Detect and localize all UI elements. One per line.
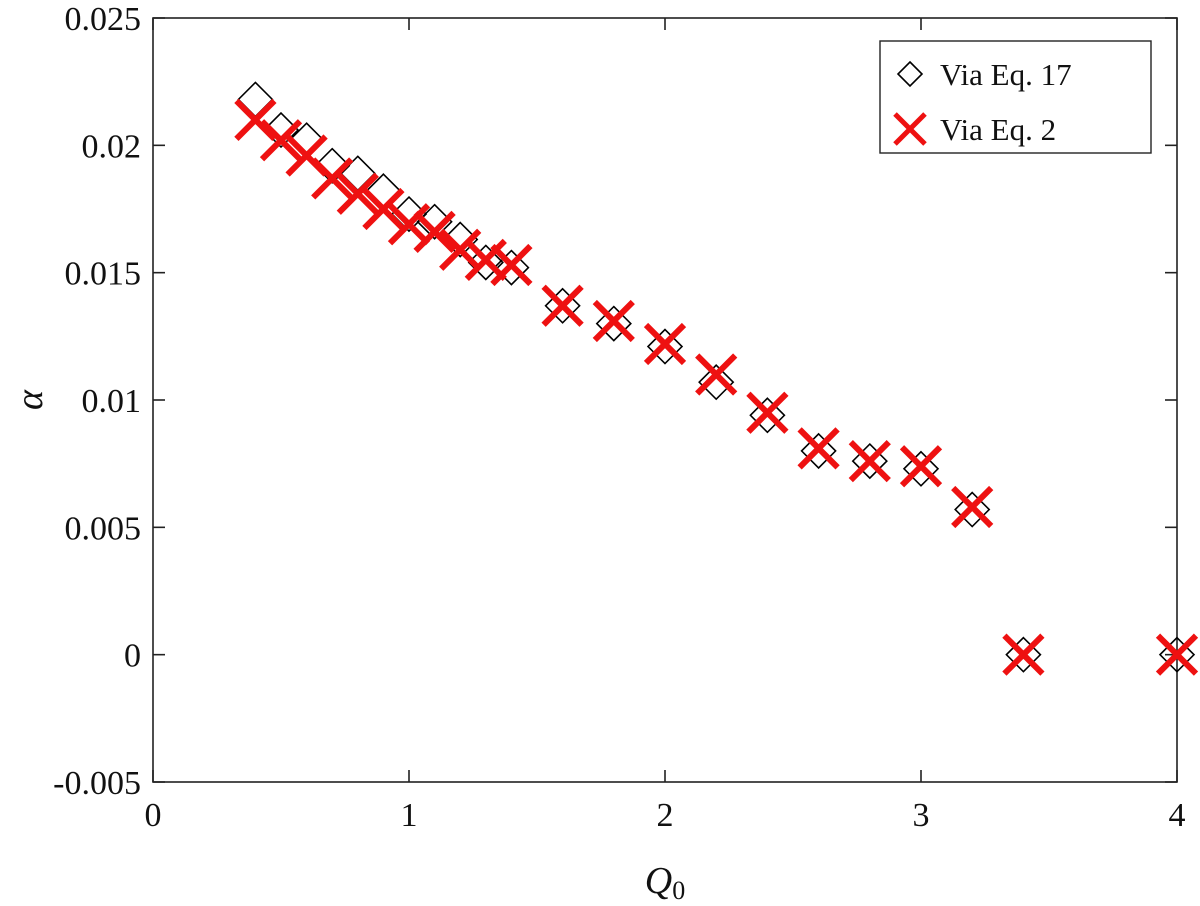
cross-stroke [387,203,431,246]
legend: Via Eq. 17 Via Eq. 2 [879,40,1152,154]
data-point-diamond [1158,636,1196,673]
data-point-diamond [902,450,940,487]
cross-stroke [951,485,994,529]
data-point-diamond [1005,636,1042,673]
cross-stroke [695,353,738,396]
data-point-diamond [954,491,991,528]
cross-stroke [797,427,840,470]
data-point-cross [695,353,738,396]
y-tick-label: 0.015 [65,256,142,293]
cross-stroke [413,210,456,254]
x-axis-title-subscript: 0 [672,876,685,905]
data-point-diamond [749,397,786,434]
legend-label: Via Eq. 2 [940,112,1056,147]
y-tick-label: 0 [124,638,141,675]
cross-stroke [1002,633,1045,676]
data-point-cross [541,284,584,327]
data-point-cross [387,203,431,246]
data-point-cross [259,119,303,162]
x-axis-title-main: Q [645,860,672,902]
cross-stroke [848,439,891,483]
labels-layer: Q0 α [9,389,685,905]
legend-label: Via Eq. 17 [940,57,1072,92]
cross-stroke [311,157,354,200]
data-point-cross [1155,633,1199,676]
cross-stroke [592,299,635,343]
data-point-cross [362,187,405,231]
cross-stroke [1155,633,1199,676]
data-point-cross [1002,633,1045,676]
data-point-diamond [800,432,837,470]
cross-stroke [336,172,379,215]
cross-stroke [234,98,277,141]
data-point-diamond [493,249,530,286]
cross-stroke [362,187,405,231]
data-point-diamond [390,195,428,233]
x-tick-label: 1 [401,797,418,834]
data-point-diamond [416,203,453,240]
x-axis-title: Q0 [645,860,685,905]
data-point-cross [592,299,635,343]
data-point-diamond [646,328,684,365]
data-point-diamond [595,305,632,342]
x-tick-label: 3 [913,797,930,834]
cross-stroke [439,228,482,271]
legend-marker-cross [893,112,927,146]
legend-marker-diamond [896,60,924,88]
y-tick-label: 0.005 [65,510,142,547]
series-2 [234,98,1199,676]
cross-stroke [259,119,303,162]
legend-box [879,40,1152,154]
data-point-cross [643,322,687,366]
cross-stroke [893,112,927,146]
x-tick-label: 4 [1169,797,1186,834]
data-point-diamond [698,364,735,401]
data-point-cross [439,228,482,271]
y-tick-label: -0.005 [53,765,141,802]
data-point-diamond [467,244,504,281]
series-1 [237,81,1196,673]
data-point-cross [490,243,533,287]
data-point-cross [311,157,354,200]
cross-stroke [899,445,943,488]
data-point-diamond [262,111,300,149]
y-axis-title: α [9,389,51,410]
data-point-cross [234,98,277,141]
cross-stroke [746,391,789,434]
cross-stroke [541,284,584,327]
data-point-cross [464,238,507,282]
data-point-cross [413,210,456,254]
y-tick-label: 0.02 [82,128,142,165]
data-point-diamond [442,221,479,258]
data-point-cross [951,485,994,529]
data-point-diamond [544,287,581,324]
data-point-cross [336,172,379,215]
x-tick-label: 2 [657,797,674,834]
cross-stroke [490,243,533,287]
data-point-cross [746,391,789,434]
cross-stroke [464,238,507,282]
y-tick-label: 0.01 [82,383,142,420]
cross-stroke [643,322,687,366]
y-tick-label: 0.025 [65,1,142,38]
data-point-cross [899,445,943,488]
data-point-cross [848,439,891,483]
x-tick-label: 0 [145,797,162,834]
data-point-diamond [314,147,351,184]
cross-stroke [285,134,328,177]
data-point-diamond [851,442,888,480]
data-point-cross [797,427,840,470]
marks-layer [234,81,1199,676]
